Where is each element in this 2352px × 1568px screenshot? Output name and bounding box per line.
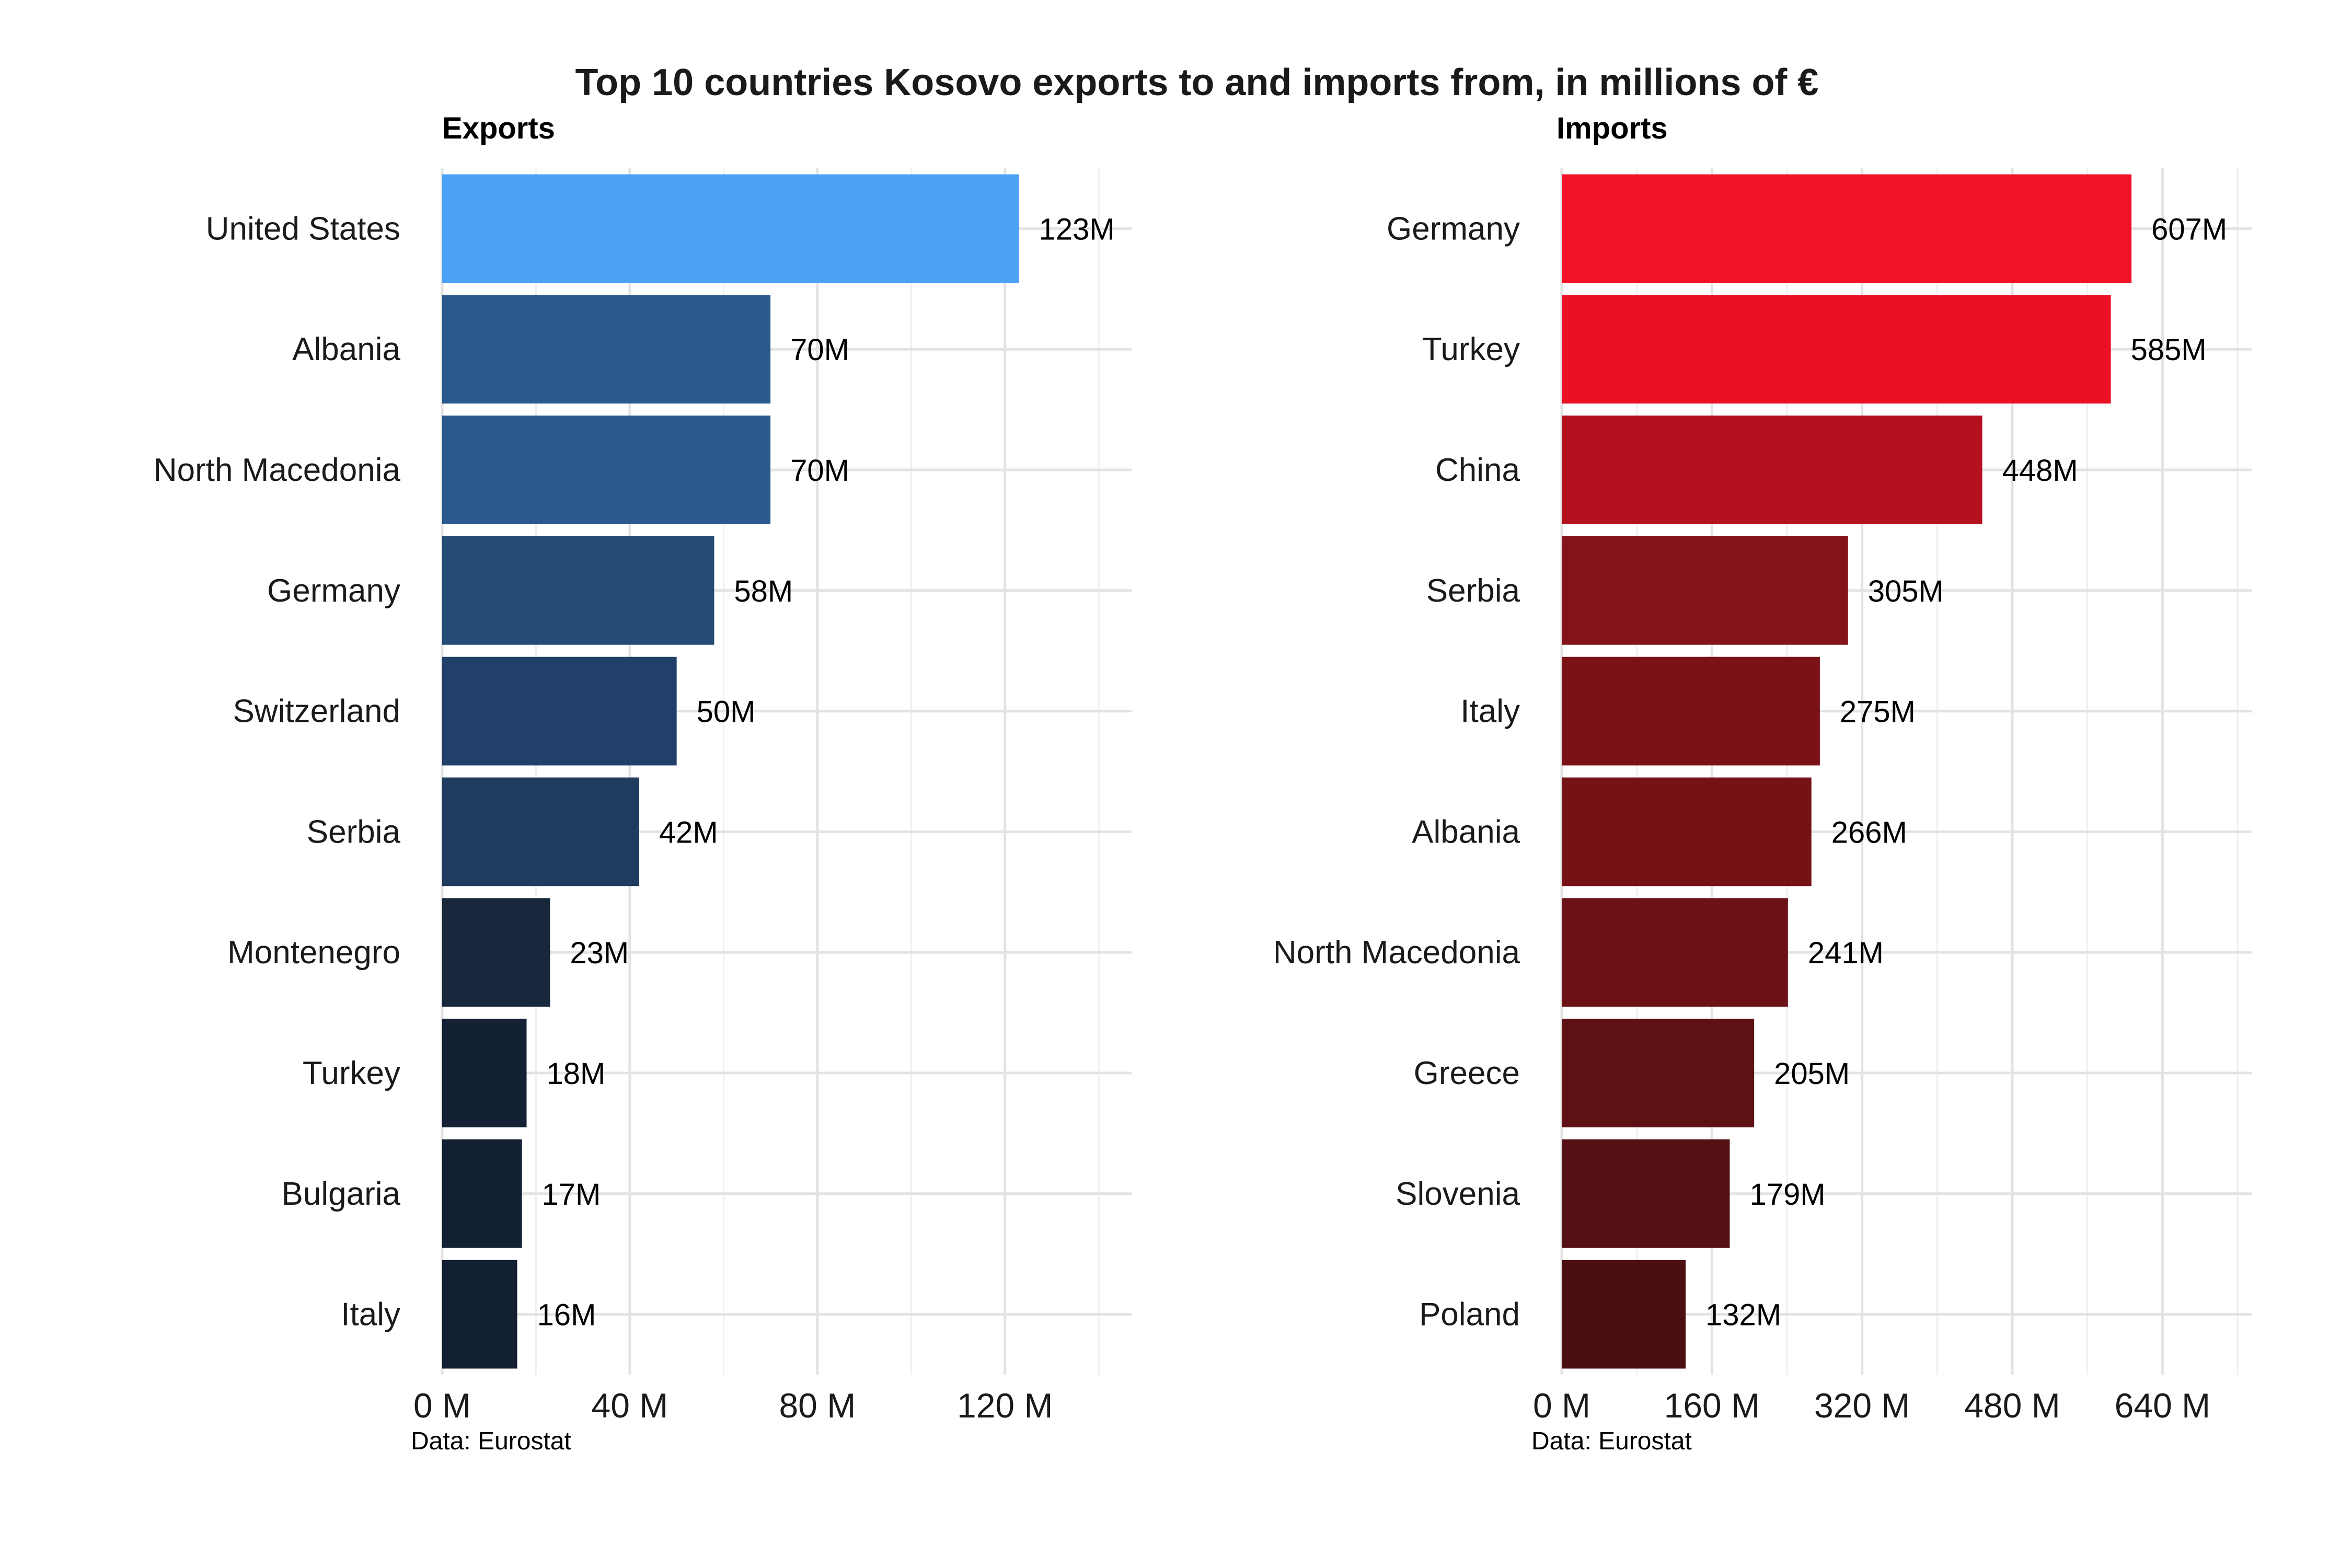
imports-bar	[1562, 1260, 1686, 1369]
exports-value-label: 70M	[790, 333, 849, 367]
imports-category-label: Germany	[1387, 211, 1520, 247]
imports-category-label: Poland	[1419, 1297, 1520, 1333]
exports-x-tick-label: 80 M	[779, 1386, 856, 1425]
exports-value-label: 70M	[790, 454, 849, 488]
exports-value-label: 42M	[659, 815, 718, 849]
exports-category-label: Albania	[292, 331, 400, 367]
imports-value-label: 179M	[1749, 1178, 1825, 1212]
imports-category-label: Albania	[1412, 814, 1520, 850]
imports-value-label: 448M	[2002, 454, 2078, 488]
imports-value-label: 132M	[1705, 1298, 1781, 1332]
exports-source-caption: Data: Eurostat	[411, 1427, 571, 1455]
imports-x-tick-label: 480 M	[1964, 1386, 2060, 1425]
imports-category-label: Serbia	[1426, 573, 1520, 609]
imports-bar	[1562, 1139, 1730, 1248]
exports-value-label: 123M	[1039, 212, 1115, 246]
exports-category-label: United States	[206, 211, 400, 247]
imports-bar	[1562, 416, 1982, 524]
exports-category-label: Switzerland	[233, 694, 400, 730]
exports-bar	[442, 295, 771, 404]
exports-value-label: 50M	[697, 695, 756, 729]
imports-source-caption: Data: Eurostat	[1531, 1427, 1692, 1455]
exports-value-label: 17M	[542, 1178, 601, 1212]
exports-bar	[442, 1139, 522, 1248]
imports-category-label: China	[1435, 452, 1520, 488]
imports-value-label: 275M	[1840, 695, 1916, 729]
imports-x-tick-label: 320 M	[1814, 1386, 1910, 1425]
exports-bar	[442, 1019, 527, 1127]
imports-value-label: 585M	[2131, 333, 2207, 367]
imports-category-label: Turkey	[1422, 331, 1520, 367]
exports-bar	[442, 1260, 517, 1369]
imports-bar	[1562, 1019, 1755, 1127]
exports-x-tick-label: 40 M	[592, 1386, 668, 1425]
exports-bar	[442, 656, 677, 766]
exports-bar	[442, 536, 714, 645]
exports-bar	[442, 174, 1019, 283]
exports-panel: Exports United States 123M Albania 70M North …	[154, 111, 1132, 1455]
exports-category-label: Bulgaria	[282, 1176, 401, 1212]
imports-value-label: 305M	[1868, 574, 1944, 608]
imports-bar	[1562, 295, 2111, 404]
imports-x-tick-label: 0 M	[1533, 1386, 1590, 1425]
exports-category-label: North Macedonia	[154, 452, 401, 488]
exports-x-tick-label: 120 M	[957, 1386, 1053, 1425]
exports-x-tick-label: 0 M	[413, 1386, 471, 1425]
exports-bar	[442, 777, 639, 886]
imports-x-tick-label: 640 M	[2115, 1386, 2210, 1425]
exports-category-label: Turkey	[303, 1055, 400, 1091]
imports-value-label: 607M	[2151, 212, 2227, 246]
imports-category-label: Slovenia	[1396, 1176, 1520, 1212]
imports-bar	[1562, 536, 1848, 645]
imports-value-label: 241M	[1808, 936, 1884, 970]
exports-panel-title: Exports	[442, 111, 555, 145]
chart-title: Top 10 countries Kosovo exports to and i…	[575, 62, 1819, 103]
imports-value-label: 205M	[1774, 1057, 1850, 1091]
imports-x-tick-label: 160 M	[1664, 1386, 1760, 1425]
exports-value-label: 58M	[734, 574, 793, 608]
imports-bar	[1562, 174, 2132, 283]
exports-bar	[442, 898, 550, 1007]
exports-value-label: 23M	[570, 936, 629, 970]
exports-category-label: Italy	[341, 1297, 400, 1333]
imports-panel-title: Imports	[1557, 111, 1668, 145]
imports-value-label: 266M	[1831, 815, 1907, 849]
imports-category-label: Greece	[1414, 1055, 1520, 1091]
imports-bar	[1562, 656, 1820, 766]
imports-bar	[1562, 777, 1812, 886]
exports-category-label: Montenegro	[227, 935, 400, 971]
exports-value-label: 16M	[537, 1298, 596, 1332]
imports-category-label: North Macedonia	[1273, 935, 1520, 971]
imports-bar	[1562, 898, 1788, 1007]
exports-category-label: Serbia	[307, 814, 401, 850]
exports-category-label: Germany	[267, 573, 400, 609]
exports-value-label: 18M	[547, 1057, 606, 1091]
exports-bar	[442, 416, 771, 524]
imports-category-label: Italy	[1460, 694, 1520, 730]
imports-panel: Imports Germany 607M Turkey 585M China 448M Ser…	[1273, 111, 2252, 1455]
